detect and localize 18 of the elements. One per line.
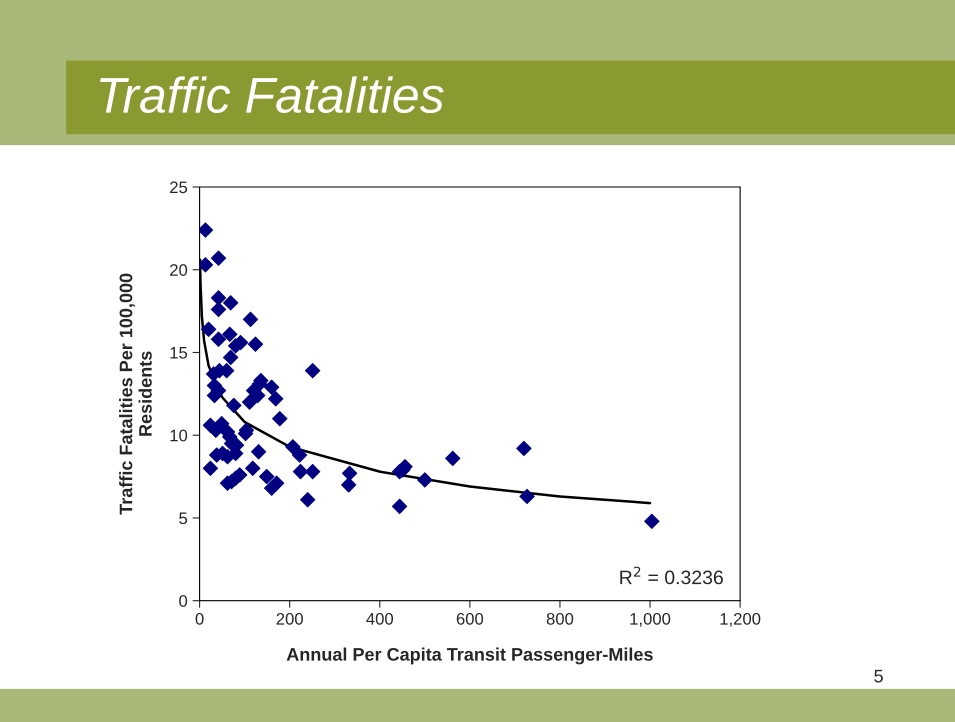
x-tick-label: 1,200 (720, 612, 760, 627)
y-tick-label: 15 (170, 347, 188, 359)
chart-title: Traffic Fatalities (100, 76, 444, 114)
x-tick-label: 1,000 (630, 612, 670, 627)
text: 5 (874, 670, 883, 682)
x-tick-label: 200 (276, 612, 303, 625)
x-tick-label: 600 (456, 612, 484, 625)
x-axis-title: Annual Per Capita Transit Passenger-Miles (286, 647, 653, 664)
annotation: R$^{2}$ = 0.3236 (620, 566, 723, 584)
y-tick-label: 0 (179, 595, 188, 607)
x-tick-label: 400 (366, 612, 394, 625)
y-tick-label: 10 (170, 430, 188, 442)
y-tick-label: 25 (170, 181, 188, 194)
y-tick-label: 20 (170, 264, 188, 276)
x-tick-label: 0 (196, 612, 204, 625)
x-tick-label: 800 (546, 612, 574, 625)
y-tick-label: 5 (179, 512, 188, 524)
y-axis-title: Traffic Fatalities Per 100,000 Residents (119, 274, 152, 515)
